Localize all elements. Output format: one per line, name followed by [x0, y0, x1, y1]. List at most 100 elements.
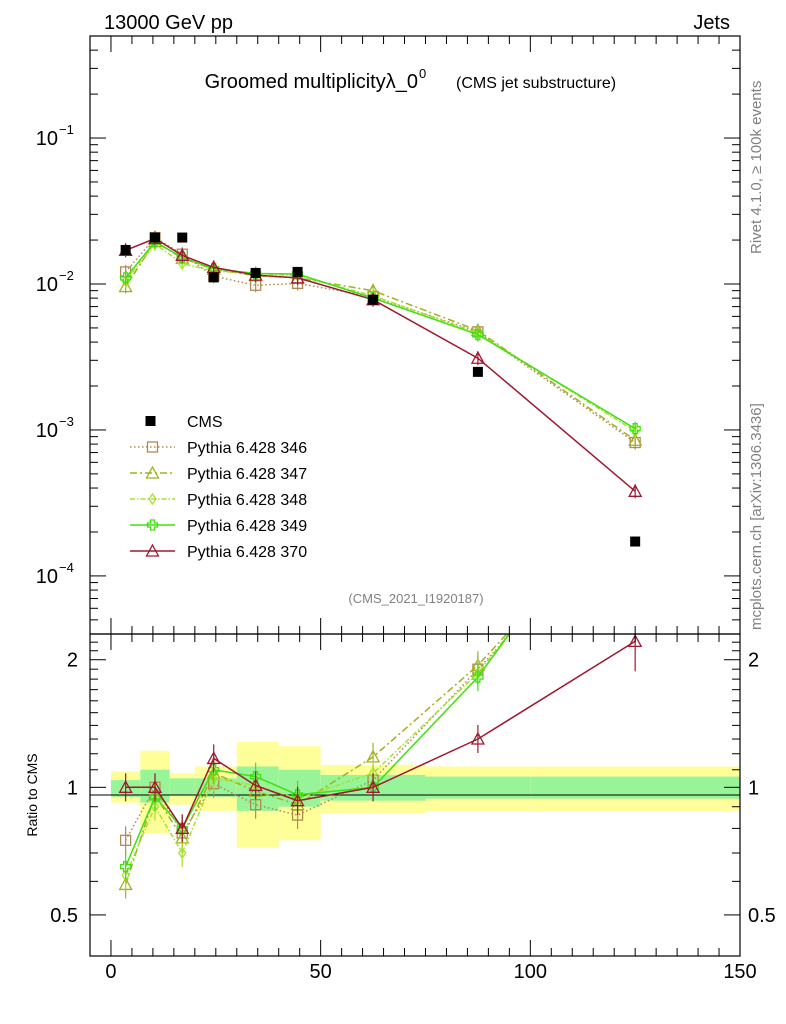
marker-triangle [628, 483, 643, 497]
marker-data [472, 366, 483, 377]
x-tick-label: 50 [310, 961, 332, 983]
ratio-series-group [118, 456, 643, 899]
chart-title: Groomed multiplicityλ_0 [205, 71, 418, 93]
marker-cross [146, 519, 159, 531]
ratio-y-tick-label-right: 0.5 [748, 905, 776, 927]
ratio-y-tick-label: 0.5 [50, 905, 78, 927]
x-tick-label: 150 [723, 961, 756, 983]
ratio-series-pythia-6.428-370 [118, 634, 643, 843]
series-pythia-6.428-348 [121, 236, 640, 439]
legend-entry: Pythia 6.428 347 [130, 465, 307, 483]
legend-entry: Pythia 6.428 346 [130, 440, 307, 457]
legend-label: Pythia 6.428 346 [187, 440, 307, 457]
marker-data [292, 266, 303, 277]
chart-subtitle: (CMS jet substructure) [456, 75, 616, 92]
marker-data [208, 272, 219, 283]
series-cms-data [120, 232, 641, 547]
marker-triangle [206, 751, 221, 765]
ratio-panel: 0.5 0.5 1 1 2 2 0 50 100 150 Ratio to CMS [24, 456, 776, 983]
series-line [125, 240, 636, 430]
marker-data [120, 244, 131, 255]
marker-triangle [628, 634, 643, 647]
legend-label: CMS [187, 414, 223, 431]
marker-data [177, 232, 188, 243]
marker-triangle [470, 731, 485, 745]
marker-diamond [632, 469, 639, 479]
energy-label: 13000 GeV pp [104, 12, 233, 34]
marker-triangle [118, 779, 133, 793]
marker-data [368, 294, 379, 305]
ratio-series-pythia-6.428-348 [121, 469, 639, 890]
marker-triangle [206, 259, 221, 274]
marker-diamond [150, 800, 160, 813]
legend: CMS Pythia 6.428 346 Pythia 6.428 347 Pythi… [130, 414, 307, 561]
marker-data [150, 232, 160, 243]
y-tick-label: 10 [36, 566, 58, 588]
marker-triangle [628, 432, 643, 446]
ratio-axis-label: Ratio to CMS [24, 753, 40, 836]
marker-triangle [470, 350, 485, 364]
marker-data [630, 536, 641, 547]
source-label: mcplots.cern.ch [arXiv:1306.3436] [748, 403, 765, 630]
marker-cross [249, 770, 262, 783]
ratio-band-inner [530, 776, 740, 799]
marker-diamond [121, 274, 130, 288]
legend-entry: Pythia 6.428 349 [130, 518, 307, 535]
marker-triangle [175, 248, 190, 262]
legend-entry: Pythia 6.428 348 [130, 492, 307, 509]
marker-triangle [118, 279, 133, 293]
legend-label: Pythia 6.428 348 [187, 492, 307, 509]
ratio-band-inner [425, 776, 531, 799]
x-tick-label: 100 [514, 961, 547, 983]
y-tick-exponent: −3 [59, 414, 74, 429]
marker-square [119, 834, 132, 846]
marker-cross [149, 791, 161, 803]
marker-cross [629, 423, 641, 435]
legend-label: Pythia 6.428 349 [187, 518, 307, 535]
ratio-y-tick-label: 2 [67, 650, 78, 672]
marker-triangle [290, 270, 305, 284]
y-tick-exponent: −4 [59, 560, 74, 575]
ratio-y-tick-label-right: 1 [748, 777, 759, 799]
rivet-version-label: Rivet 4.1.0, ≥ 100k events [748, 81, 765, 254]
legend-label: Pythia 6.428 347 [187, 466, 307, 483]
ratio-frame [89, 633, 741, 957]
analysis-id-label: (CMS_2021_I1920187) [348, 591, 483, 606]
ratio-y-tick-label-right: 2 [748, 650, 759, 672]
series-pythia-6.428-370 [118, 231, 643, 499]
series-line [124, 240, 636, 441]
ratio-y-tick-label: 1 [67, 777, 78, 799]
marker-square [146, 441, 159, 453]
y-tick-exponent: −2 [59, 268, 74, 283]
marker-cross [119, 272, 132, 284]
marker-triangle [290, 793, 305, 807]
legend-entry: Pythia 6.428 370 [130, 543, 307, 561]
marker-triangle [118, 877, 133, 891]
legend-entry-cms: CMS [145, 414, 223, 431]
marker-triangle [147, 779, 163, 793]
y-tick-label: 10 [36, 128, 58, 150]
ratio-band-inner [194, 778, 237, 797]
marker-triangle [145, 465, 160, 479]
series-line [125, 242, 636, 432]
marker-data [145, 416, 156, 426]
marker-triangle [248, 778, 263, 792]
x-tick-label: 0 [105, 961, 116, 983]
y-tick-label: 10 [36, 274, 58, 296]
ratio-band-inner [169, 778, 195, 795]
y-tick-exponent: −1 [59, 122, 74, 137]
chart-title-superscript: 0 [419, 66, 426, 81]
marker-triangle [175, 821, 190, 835]
marker-diamond [630, 425, 640, 438]
legend-label: Pythia 6.428 370 [187, 544, 307, 561]
series-line [125, 236, 636, 444]
y-tick-label: 10 [36, 420, 58, 442]
process-label: Jets [693, 12, 730, 34]
marker-diamond [148, 492, 157, 506]
marker-diamond [177, 846, 187, 860]
marker-cross [472, 671, 484, 683]
marker-triangle [365, 779, 381, 793]
marker-cross [630, 456, 640, 466]
marker-triangle [145, 543, 160, 557]
